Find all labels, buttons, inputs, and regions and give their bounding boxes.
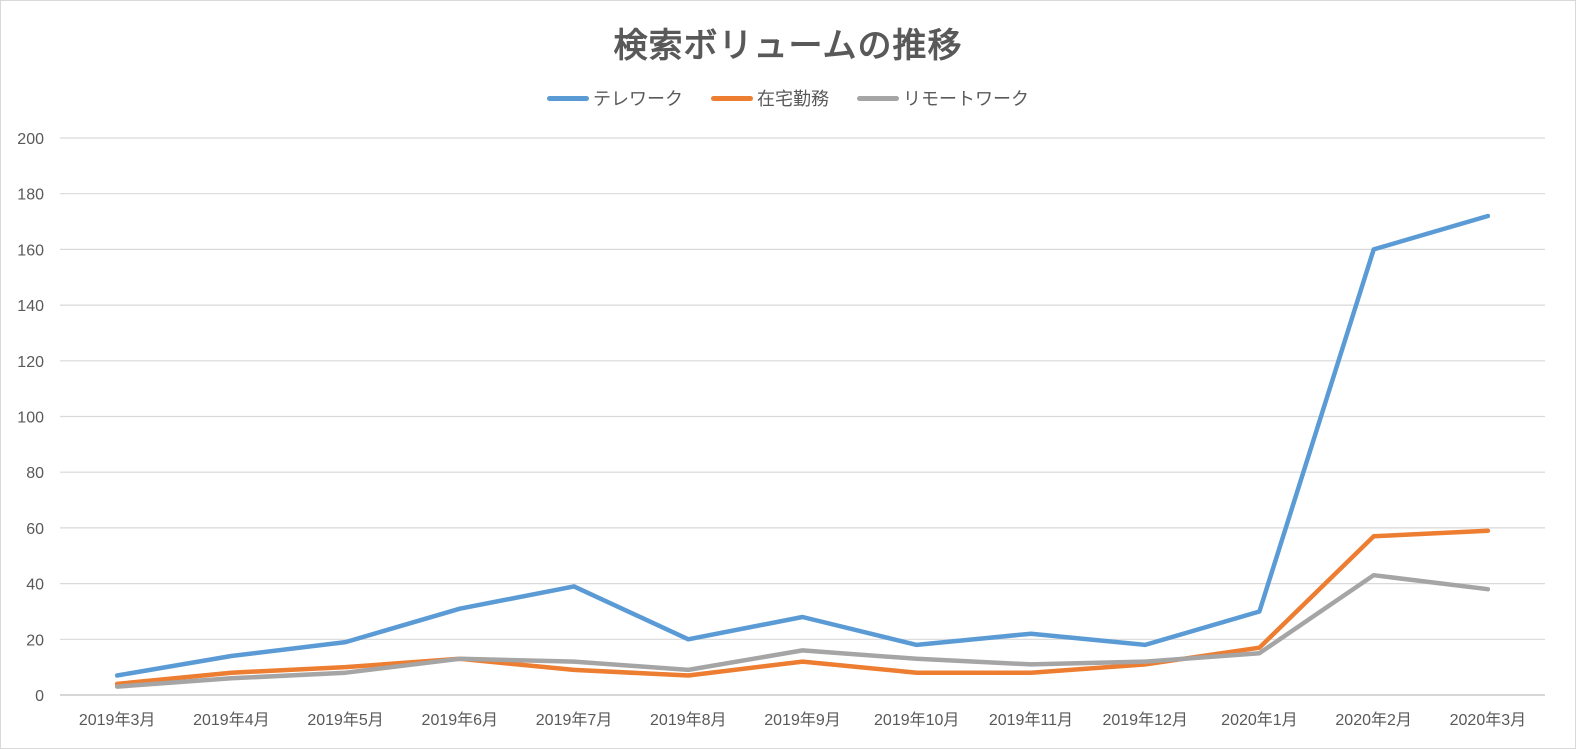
x-tick-label: 2020年3月 [1450,711,1527,729]
legend-swatch-zaitaku [711,95,753,101]
y-tick-label: 20 [26,632,44,649]
y-tick-label: 0 [35,688,44,705]
y-tick-label: 80 [26,465,44,482]
x-tick-label: 2019年7月 [536,711,613,729]
legend-label-zaitaku: 在宅勤務 [757,89,829,110]
legend-item-zaitaku: 在宅勤務 [711,85,829,111]
x-tick-label: 2019年10月 [874,711,959,729]
x-tick-label: 2019年4月 [193,711,270,729]
y-tick-label: 200 [17,131,44,148]
x-tick-label: 2020年1月 [1221,711,1298,729]
legend-swatch-telework [547,95,589,101]
legend-label-remote: リモートワーク [903,89,1029,110]
series-line-0 [114,213,1491,678]
y-tick-label: 120 [17,354,44,371]
series-line-2 [114,572,1491,689]
series-line-1 [114,528,1491,687]
legend-item-remote: リモートワーク [857,85,1029,111]
y-tick-label: 140 [17,298,44,315]
x-tick-label: 2019年8月 [650,711,727,729]
x-tick-label: 2019年12月 [1102,711,1187,729]
x-tick-label: 2019年9月 [764,711,841,729]
x-tick-label: 2019年11月 [989,711,1073,729]
chart-title: 検索ボリュームの推移 [613,26,963,66]
y-tick-label: 40 [26,577,44,594]
legend-swatch-remote [857,95,899,101]
x-tick-label: 2019年3月 [79,711,156,729]
x-tick-label: 2019年6月 [422,711,499,729]
y-tick-label: 100 [17,410,44,427]
legend-item-telework: テレワーク [547,85,683,111]
x-tick-label: 2019年5月 [307,711,384,729]
y-tick-label: 60 [26,521,44,538]
legend-label-telework: テレワーク [593,89,683,110]
y-tick-label: 180 [17,187,44,204]
x-tick-label: 2020年2月 [1335,711,1412,729]
y-tick-label: 160 [17,242,44,259]
legend: テレワーク 在宅勤務 リモートワーク [0,86,1576,110]
